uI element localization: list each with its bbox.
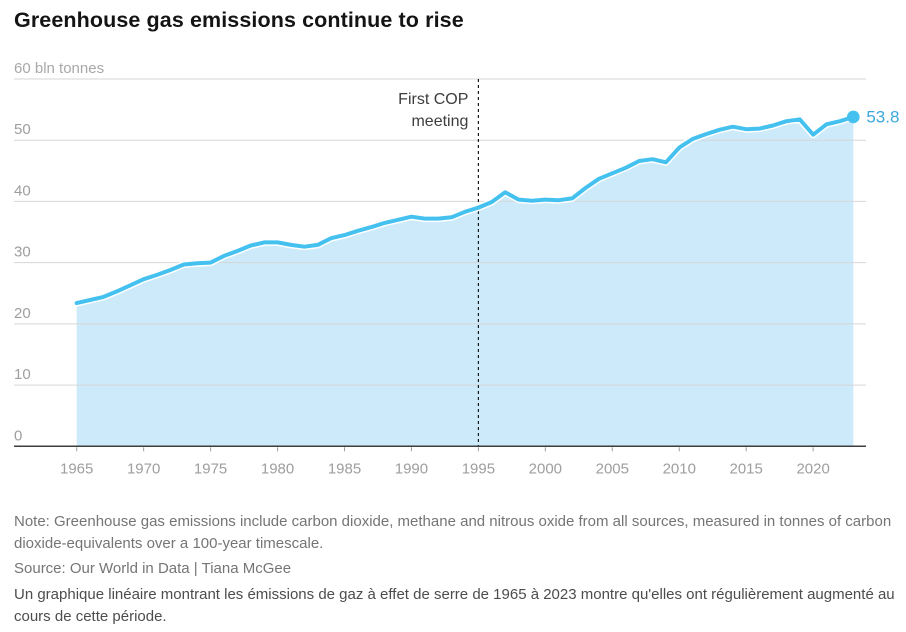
y-tick-label: 10	[14, 366, 31, 383]
x-tick-label: 2020	[796, 460, 829, 477]
end-value-label: 53.8	[866, 107, 899, 126]
emissions-chart: 10 20 30 40 50 0 60 bln tonnes First COP meeting…	[14, 60, 899, 477]
x-tick-label: 1980	[261, 460, 294, 477]
y-tick-label: 50	[14, 121, 31, 138]
x-tick-label: 1970	[127, 460, 160, 477]
emissions-line	[74, 115, 856, 306]
gridlines	[14, 78, 866, 386]
y-tick-label: 30	[14, 244, 31, 261]
y-axis-labels: 10 20 30 40 50 0	[14, 121, 31, 444]
end-point-dot	[847, 110, 860, 124]
chart-caption-fr: Un graphique linéaire montrant les émiss…	[14, 586, 895, 625]
x-tick-label: 1975	[194, 460, 227, 477]
y-tick-label: 0	[14, 427, 22, 444]
x-tick-label: 2010	[663, 460, 696, 477]
chart-note: Note: Greenhouse gas emissions include c…	[14, 513, 892, 552]
emissions-chart-svg: 10 20 30 40 50 0 60 bln tonnes First COP meeting…	[14, 60, 899, 477]
unit-label: 60 bln tonnes	[14, 60, 104, 77]
y-tick-label: 40	[14, 182, 31, 199]
cop-annotation-text-line: First COP	[398, 91, 468, 108]
x-tick-label: 1985	[328, 460, 361, 477]
y-tick-label: 20	[14, 305, 31, 322]
x-tick-label: 1995	[462, 460, 495, 477]
x-tick-label: 1965	[60, 460, 93, 477]
cop-annotation-label: First COP meeting	[398, 91, 468, 130]
x-tick-label: 2005	[596, 460, 629, 477]
x-tick-label: 2015	[730, 460, 763, 477]
emissions-area	[76, 117, 854, 447]
chart-source: Source: Our World in Data | Tiana McGee	[14, 560, 292, 577]
x-axis-labels: 1965 1970 1975 1980 1985 1990 1995 2000 2005 2010…	[60, 460, 830, 477]
cop-annotation-text-line: meeting	[411, 113, 468, 130]
x-axis-ticks	[76, 447, 814, 452]
x-tick-label: 1990	[395, 460, 428, 477]
chart-title: Greenhouse gas emissions continue to ris…	[14, 8, 464, 32]
x-tick-label: 2000	[529, 460, 562, 477]
